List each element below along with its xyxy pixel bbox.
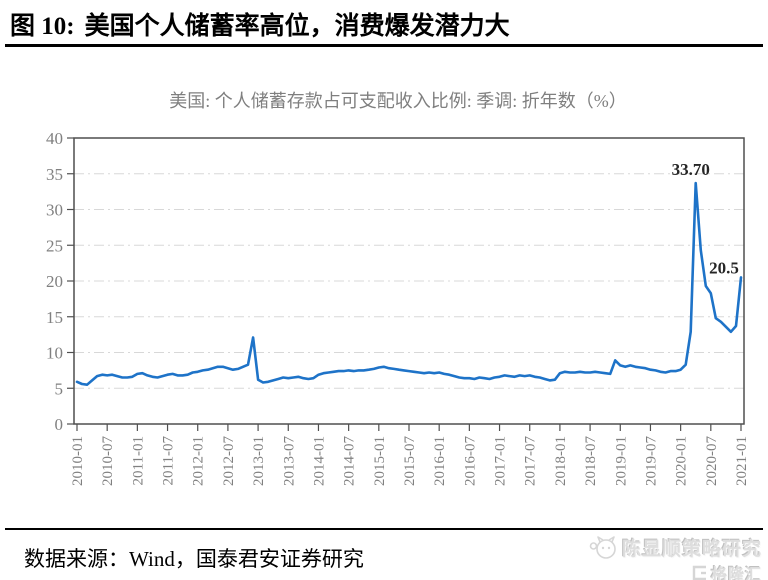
watermark: 陈显顺策略研究 格隆汇: [589, 534, 762, 580]
figure-title: 美国个人储蓄率高位，消费爆发潜力大: [84, 13, 510, 40]
gelonghui-logo-icon: [692, 565, 706, 580]
y-tick-label: 15: [46, 308, 63, 327]
y-tick-label: 35: [46, 165, 63, 184]
y-tick-label: 20: [46, 272, 63, 291]
watermark-brand-row: 格隆汇: [589, 561, 762, 580]
y-tick-label: 10: [46, 344, 63, 363]
x-tick-label: 2012-01: [191, 436, 207, 486]
y-tick-label: 30: [46, 201, 63, 220]
savings-rate-line-chart: 美国: 个人储蓄存款占可支配收入比例: 季调: 折年数（%） 0 5 10 15 20 25…: [46, 91, 750, 486]
y-tick-label: 5: [55, 379, 64, 398]
x-tick-label: 2014-01: [311, 436, 327, 486]
annotation-label: 33.70: [672, 160, 710, 179]
x-tick-label: 2012-07: [221, 436, 237, 486]
figure-number: 图 10:: [10, 13, 75, 40]
y-tick-label: 40: [46, 129, 63, 148]
x-tick-label: 2017-07: [523, 436, 539, 486]
y-tick-label: 25: [46, 236, 63, 255]
x-tick-label: 2011-07: [161, 436, 177, 486]
x-tick-label: 2013-01: [251, 436, 267, 486]
watermark-author-name: 陈显顺策略研究: [621, 539, 762, 560]
x-tick-label: 2010-07: [100, 436, 116, 486]
y-tick-label: 0: [55, 415, 64, 434]
x-tick-label: 2021-01: [734, 436, 750, 486]
x-tick-label: 2019-07: [643, 436, 659, 486]
chart-title: 美国: 个人储蓄存款占可支配收入比例: 季调: 折年数（%）: [169, 91, 627, 111]
x-tick-label: 2020-01: [674, 436, 690, 486]
x-tick-label: 2016-07: [462, 436, 478, 486]
x-tick-label: 2018-07: [583, 436, 599, 486]
data-source-note: 数据来源：Wind，国泰君安证券研究: [24, 547, 364, 571]
watermark-brand-name: 格隆汇: [710, 567, 762, 580]
x-tick-label: 2019-01: [613, 436, 629, 486]
x-tick-label: 2013-07: [281, 436, 297, 486]
x-tick-label: 2015-01: [372, 436, 388, 486]
x-tick-label: 2020-07: [704, 436, 720, 486]
x-tick-label: 2016-01: [432, 436, 448, 486]
watermark-author-row: 陈显顺策略研究: [589, 534, 762, 561]
annotation-label: 20.5: [709, 258, 739, 277]
figure-heading: 图 10: 美国个人储蓄率高位，消费爆发潜力大: [10, 6, 758, 42]
heading-underline: [5, 44, 763, 47]
footer-divider: [5, 528, 763, 530]
x-tick-label: 2018-01: [553, 436, 569, 486]
x-tick-label: 2014-07: [342, 436, 358, 486]
data-line: [75, 181, 743, 387]
x-tick-label: 2011-01: [130, 436, 146, 485]
x-tick-label: 2015-07: [402, 436, 418, 486]
x-tick-label: 2017-01: [493, 436, 509, 486]
cat-logo-icon: [589, 535, 616, 559]
x-tick-label: 2010-01: [70, 436, 86, 486]
